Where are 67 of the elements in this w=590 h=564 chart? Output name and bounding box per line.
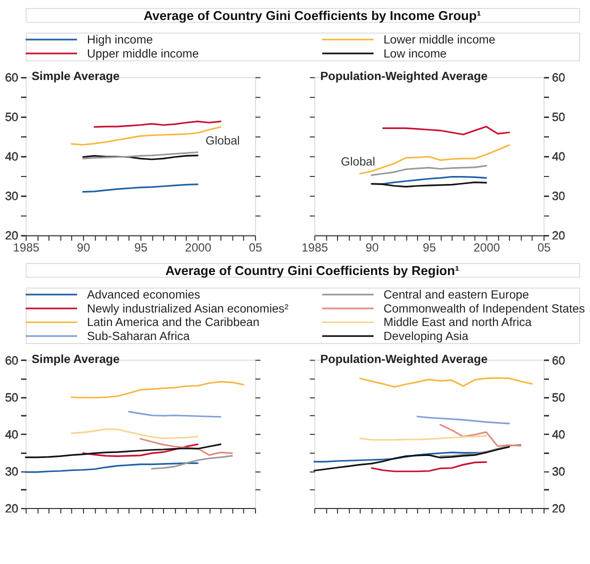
line-series [70,428,198,440]
y-tick-label: 50 [552,390,566,404]
y-tick-label: 60 [552,70,566,85]
legend-label: Commonwealth of Independent States [383,301,585,316]
y-tick-label: 60 [552,353,566,368]
legend-label: Lower middle income [383,32,496,47]
line-series [24,462,198,473]
x-tick-label: 1985 [13,240,40,255]
chart-subtitle: Simple Average [32,352,120,366]
legend-label: Middle East and north Africa [383,315,532,330]
y-tick-label: 20 [5,228,19,243]
y-tick-label: 20 [552,501,566,516]
y-tick-label: 50 [5,390,19,404]
line-series [313,446,510,472]
y-tick-label: 30 [552,464,566,478]
x-tick-label: 05 [248,240,262,255]
line-series [82,183,198,193]
line-series [440,444,522,457]
y-tick-label: 40 [552,150,566,164]
line-series [70,380,244,398]
legend-label: Central and eastern Europe [383,288,530,302]
y-tick-label: 50 [552,110,566,124]
x-tick-label: 95 [422,240,436,255]
line-series [416,416,510,424]
legend-label: Sub-Saharan Africa [86,329,190,344]
y-tick-label: 40 [5,427,19,442]
annotation: Global [340,154,376,169]
y-tick-label: 40 [5,150,19,164]
legend-label: Low income [383,46,448,60]
chart-subtitle: Population-Weighted Average [320,69,488,84]
line-series [370,164,488,176]
x-tick-label: 90 [365,240,380,255]
line-series [140,438,233,456]
legend-label: Newly industrialized Asian economies² [86,301,288,316]
legend-label: Upper middle income [86,46,200,60]
line-series [82,444,198,457]
line-series [370,461,488,472]
chart-subtitle: Simple Average [32,69,120,84]
y-tick-label: 60 [5,70,19,85]
line-series [359,377,533,388]
y-tick-label: 20 [552,228,566,243]
text: Average of Country Gini Coefficients by Income Group¹ [144,8,481,23]
y-tick-label: 30 [552,189,566,204]
legend-label: Latin America and the Caribbean [86,315,260,330]
x-tick-label: 2000 [184,240,212,255]
x-tick-label: 2000 [474,240,500,255]
y-tick-label: 50 [5,110,19,124]
text: Average of Country Gini Coefficients by Region¹ [165,262,460,278]
chart-subtitle: Population-Weighted Average [320,352,488,366]
x-tick-label: 90 [76,240,90,255]
line-series [151,455,233,470]
x-tick-label: 1985 [302,240,328,255]
line-series [440,424,522,447]
legend-label: Developing Asia [383,329,469,344]
y-tick-label: 30 [5,189,19,204]
annotation: Global [206,133,240,148]
y-tick-label: 40 [552,427,566,442]
y-tick-label: 60 [5,353,19,368]
legend-label: High income [86,32,154,47]
y-tick-label: 30 [5,464,19,478]
legend-label: Advanced economies [86,288,200,302]
x-tick-label: 05 [537,240,552,255]
y-tick-label: 20 [5,501,19,516]
line-series [24,444,222,458]
line-series [382,126,510,136]
line-series [82,151,198,160]
x-tick-label: 95 [134,240,148,255]
